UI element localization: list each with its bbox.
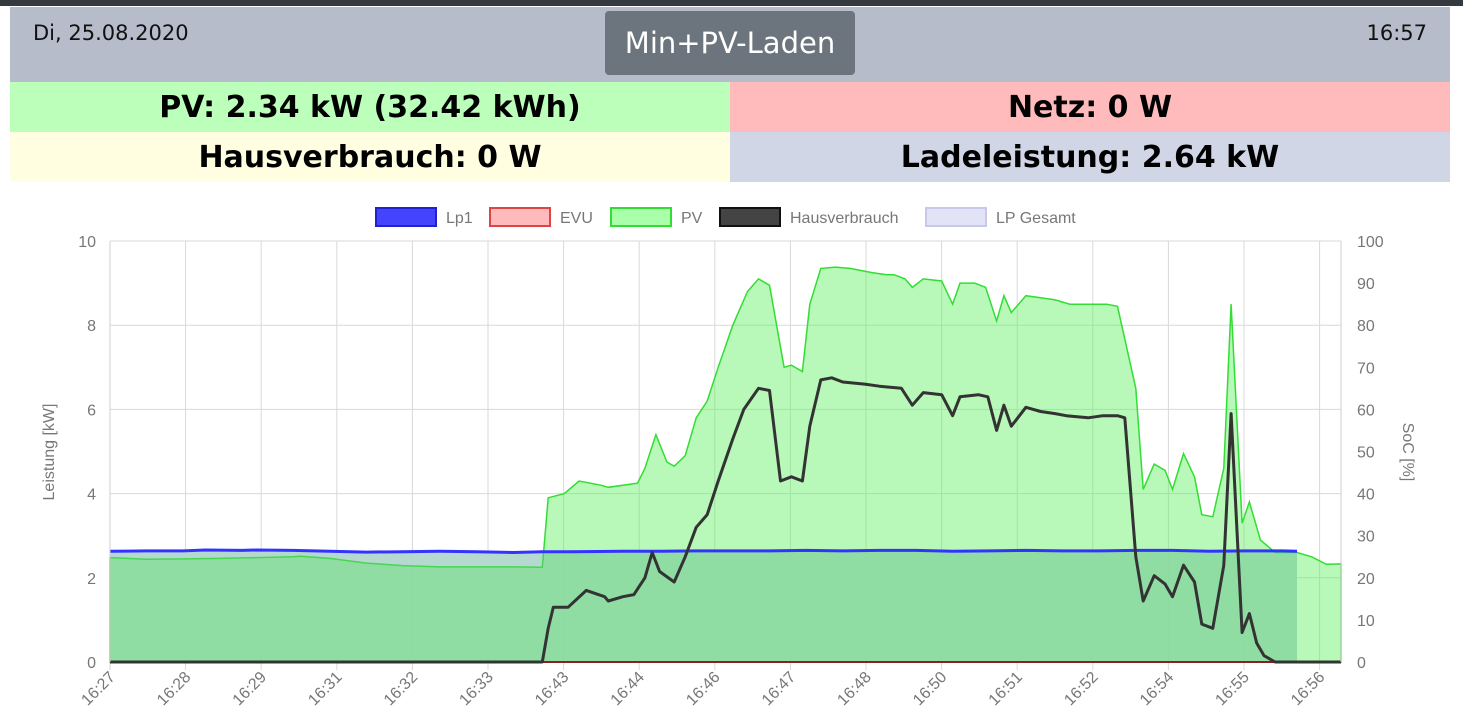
chart-areas	[109, 266, 1342, 663]
y-tick-label: 8	[87, 318, 96, 335]
y2-tick-label: 70	[1357, 360, 1375, 377]
y-tick-label: 4	[87, 487, 96, 504]
lp-gesamt-area	[110, 551, 1297, 662]
legend-label: Lp1	[446, 210, 473, 227]
y-tick-label: 0	[87, 655, 96, 672]
hausverbrauch-tile: Hausverbrauch: 0 W	[10, 132, 730, 182]
legend-swatch	[610, 207, 672, 227]
y2-tick-label: 10	[1357, 613, 1375, 630]
x-tick-label: 16:27	[78, 669, 118, 709]
y2-tick-label: 80	[1357, 318, 1375, 335]
legend-label: EVU	[560, 210, 593, 227]
x-tick-label: 16:51	[986, 669, 1026, 709]
lp1-line	[109, 548, 1298, 555]
pv-tile: PV: 2.34 kW (32.42 kWh)	[10, 82, 730, 132]
y2-axis-label: SoC [%]	[1399, 423, 1416, 482]
legend-label: Hausverbrauch	[790, 210, 899, 227]
legend-swatch	[719, 207, 781, 227]
hausverbrauch-tile-text: Hausverbrauch: 0 W	[198, 139, 542, 175]
x-tick-label: 16:28	[154, 669, 194, 709]
y2-tick-label: 90	[1357, 276, 1375, 293]
time-label: 16:57	[1366, 21, 1427, 45]
y2-tick-label: 40	[1357, 487, 1375, 504]
top-strip	[0, 0, 1463, 6]
x-tick-label: 16:46	[683, 669, 723, 709]
lp1-area	[110, 550, 1297, 662]
legend-swatch	[489, 207, 551, 227]
x-tick-label: 16:54	[1137, 669, 1177, 709]
hausverbrauch-line	[110, 376, 1341, 664]
netz-tile-text: Netz: 0 W	[1007, 89, 1173, 125]
y-tick-label: 2	[87, 571, 96, 588]
x-tick-label: 16:43	[532, 669, 572, 709]
y2-tick-label: 20	[1357, 571, 1375, 588]
x-tick-label: 16:29	[230, 669, 270, 709]
header-bar: Di, 25.08.2020 Min+PV-Laden 16:57	[10, 7, 1450, 82]
y2-tick-label: 50	[1357, 445, 1375, 462]
ladeleistung-tile: Ladeleistung: 2.64 kW	[730, 132, 1450, 182]
date-label: Di, 25.08.2020	[33, 21, 189, 45]
chart-legend: Lp1 EVU PV Hausverbrauch LP Gesamt	[375, 207, 1076, 227]
pv-tile-text: PV: 2.34 kW (32.42 kWh)	[159, 89, 581, 125]
x-tick-label: 16:50	[910, 669, 950, 709]
x-tick-label: 16:32	[381, 669, 421, 709]
pv-area	[109, 266, 1342, 663]
ladeleistung-tile-text: Ladeleistung: 2.64 kW	[900, 139, 1280, 175]
x-tick-label: 16:47	[759, 669, 799, 709]
y2-tick-label: 30	[1357, 529, 1375, 546]
y-tick-label: 6	[87, 402, 96, 419]
legend-swatch	[925, 207, 987, 227]
netz-tile: Netz: 0 W	[730, 82, 1450, 132]
legend-swatch	[375, 207, 437, 227]
x-tick-label: 16:55	[1212, 669, 1252, 709]
y2-tick-label: 0	[1357, 655, 1366, 672]
x-tick-label: 16:44	[608, 669, 648, 709]
legend-label: PV	[681, 210, 703, 227]
charge-mode-button[interactable]: Min+PV-Laden	[605, 11, 855, 75]
x-tick-label: 16:31	[305, 669, 345, 709]
y2-tick-label: 60	[1357, 402, 1375, 419]
chart-lines	[109, 376, 1341, 664]
y2-tick-label: 100	[1357, 234, 1384, 251]
x-tick-label: 16:48	[834, 669, 874, 709]
x-tick-label: 16:56	[1288, 669, 1328, 709]
y-axis-label: Leistung [kW]	[41, 404, 58, 501]
y-tick-label: 10	[78, 234, 96, 251]
legend-label: LP Gesamt	[996, 210, 1076, 227]
x-tick-label: 16:52	[1061, 669, 1101, 709]
x-tick-label: 16:33	[456, 669, 496, 709]
